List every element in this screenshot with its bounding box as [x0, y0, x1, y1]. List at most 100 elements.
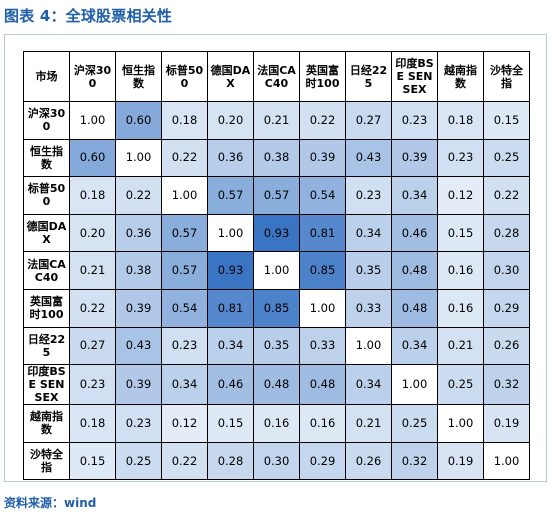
heatmap-cell: 0.23 — [437, 138, 484, 178]
row-header-label: 法国CAC40 — [27, 257, 66, 284]
heatmap-cell: 0.25 — [115, 441, 162, 481]
row-header-label: 沪深300 — [27, 107, 66, 134]
row-header-label: 印度BSE SENSEX — [27, 365, 66, 405]
heatmap-cell: 0.18 — [161, 101, 208, 140]
heatmap-cell: 1.00 — [391, 364, 438, 406]
heatmap-cell: 0.15 — [483, 101, 530, 140]
column-header-cell: 恒生指数 — [115, 51, 162, 102]
heatmap-cell: 0.27 — [69, 326, 116, 366]
heatmap-cell: 0.57 — [161, 251, 208, 290]
heatmap-cell: 0.93 — [253, 213, 300, 253]
heatmap-cell: 0.23 — [115, 404, 162, 443]
column-header-label: 沙特全指 — [490, 63, 523, 90]
heatmap-cell: 0.34 — [345, 364, 392, 406]
heatmap-cell: 0.35 — [253, 326, 300, 366]
heatmap-cell: 0.16 — [437, 288, 484, 328]
heatmap-cell: 0.34 — [391, 326, 438, 366]
heatmap-cell: 0.16 — [437, 251, 484, 290]
heatmap-cell: 0.18 — [437, 101, 484, 140]
heatmap-cell: 0.29 — [299, 441, 346, 481]
heatmap-cell: 0.48 — [391, 251, 438, 290]
heatmap-cell: 0.23 — [345, 176, 392, 215]
heatmap-cell: 0.27 — [345, 101, 392, 140]
heatmap-cell: 1.00 — [207, 213, 254, 253]
heatmap-cell: 0.23 — [391, 101, 438, 140]
heatmap-cell: 0.15 — [437, 213, 484, 253]
heatmap-cell: 0.16 — [253, 404, 300, 443]
heatmap-cell: 0.54 — [299, 176, 346, 215]
heatmap-cell: 1.00 — [483, 441, 530, 481]
column-header-label: 法国CAC40 — [257, 63, 296, 90]
matrix-row: 沙特全指 0.15 0.25 0.22 0.28 0.30 0.29 0.26 0.32 0.19… — [23, 441, 530, 481]
heatmap-cell: 0.28 — [207, 441, 254, 481]
row-header-label: 英国富时100 — [29, 295, 64, 322]
heatmap-cell: 0.22 — [161, 138, 208, 178]
heatmap-cell: 0.33 — [345, 288, 392, 328]
heatmap-cell: 0.22 — [69, 288, 116, 328]
heatmap-cell: 1.00 — [161, 176, 208, 215]
matrix-row: 日经225 0.27 0.43 0.23 0.34 0.35 0.33 1.00 0.34 0.2… — [23, 326, 530, 366]
column-header-cell: 日经225 — [345, 51, 392, 102]
heatmap-cell: 1.00 — [437, 404, 484, 443]
heatmap-cell: 0.21 — [253, 101, 300, 140]
heatmap-cell: 0.19 — [483, 404, 530, 443]
matrix-row: 恒生指数 0.60 1.00 0.22 0.36 0.38 0.39 0.43 0.39 0.23… — [23, 138, 530, 178]
heatmap-cell: 0.22 — [115, 176, 162, 215]
heatmap-cell: 0.34 — [345, 213, 392, 253]
heatmap-cell: 0.48 — [299, 364, 346, 406]
matrix-row: 印度BSE SENSEX 0.23 0.39 0.34 0.46 0.48 0.48 0.34… — [23, 364, 530, 406]
heatmap-cell: 0.39 — [299, 138, 346, 178]
heatmap-cell: 0.16 — [299, 404, 346, 443]
heatmap-cell: 1.00 — [299, 288, 346, 328]
heatmap-cell: 0.23 — [161, 326, 208, 366]
heatmap-cell: 0.30 — [483, 251, 530, 290]
row-header-cell: 法国CAC40 — [23, 251, 70, 290]
column-header-cell: 沙特全指 — [483, 51, 530, 102]
heatmap-cell: 0.93 — [207, 251, 254, 290]
heatmap-cell: 0.54 — [161, 288, 208, 328]
corner-header-cell: 市场 — [23, 51, 70, 102]
heatmap-cell: 0.38 — [253, 138, 300, 178]
heatmap-cell: 0.22 — [299, 101, 346, 140]
chart-title: 图表 4：全球股票相关性 — [4, 7, 173, 25]
heatmap-cell: 0.25 — [437, 364, 484, 406]
matrix-row: 法国CAC40 0.21 0.38 0.57 0.93 1.00 0.85 0.35 0.48 0… — [23, 251, 530, 290]
heatmap-cell: 0.18 — [69, 176, 116, 215]
heatmap-cell: 0.43 — [115, 326, 162, 366]
heatmap-cell: 0.57 — [161, 213, 208, 253]
matrix-row: 德国DAX 0.20 0.36 0.57 1.00 0.93 0.81 0.34 0.46 0.1… — [23, 213, 530, 253]
heatmap-cell: 0.39 — [391, 138, 438, 178]
column-header-label: 沪深300 — [73, 63, 112, 90]
matrix-body: 沪深300 1.00 0.60 0.18 0.20 0.21 0.22 0.27 0.23 0.1… — [23, 101, 530, 481]
correlation-heatmap-table: 市场 沪深300 恒生指数 标普500 德国DAX 法国CAC40 英国富时100 日经22… — [23, 51, 530, 481]
heatmap-cell: 0.81 — [299, 213, 346, 253]
header-row: 市场 沪深300 恒生指数 标普500 德国DAX 法国CAC40 英国富时100 日经22… — [23, 51, 530, 102]
heatmap-cell: 0.36 — [115, 213, 162, 253]
heatmap-cell: 1.00 — [345, 326, 392, 366]
row-header-label: 沙特全指 — [30, 448, 63, 475]
column-header-cell: 德国DAX — [207, 51, 254, 102]
corner-label: 市场 — [35, 70, 58, 83]
row-header-cell: 德国DAX — [23, 213, 70, 253]
matrix-row: 沪深300 1.00 0.60 0.18 0.20 0.21 0.22 0.27 0.23 0.1… — [23, 101, 530, 140]
heatmap-cell: 0.46 — [207, 364, 254, 406]
heatmap-cell: 0.38 — [115, 251, 162, 290]
row-header-cell: 英国富时100 — [23, 288, 70, 328]
heatmap-cell: 0.21 — [69, 251, 116, 290]
heatmap-cell: 0.28 — [483, 213, 530, 253]
heatmap-cell: 0.25 — [483, 138, 530, 178]
matrix-row: 英国富时100 0.22 0.39 0.54 0.81 0.85 1.00 0.33 0.48 0… — [23, 288, 530, 328]
column-header-label: 德国DAX — [210, 63, 251, 90]
heatmap-cell: 0.46 — [391, 213, 438, 253]
heatmap-cell: 0.12 — [161, 404, 208, 443]
heatmap-cell: 0.21 — [345, 404, 392, 443]
row-header-cell: 标普500 — [23, 176, 70, 215]
heatmap-cell: 0.57 — [253, 176, 300, 215]
heatmap-cell: 0.34 — [161, 364, 208, 406]
row-header-cell: 沙特全指 — [23, 441, 70, 481]
heatmap-cell: 0.39 — [115, 364, 162, 406]
row-header-cell: 恒生指数 — [23, 138, 70, 178]
column-header-cell: 标普500 — [161, 51, 208, 102]
heatmap-cell: 0.48 — [253, 364, 300, 406]
heatmap-cell: 0.48 — [391, 288, 438, 328]
